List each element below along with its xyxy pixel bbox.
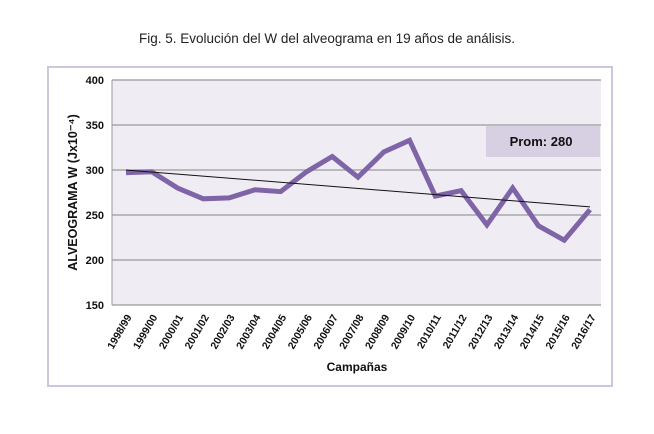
annotation-label: Prom: 280 — [510, 134, 573, 149]
annotation-box — [486, 126, 600, 157]
x-tick-label: 2016/17 — [569, 312, 598, 351]
y-tick-label: 400 — [86, 75, 104, 87]
y-tick-label: 300 — [86, 165, 104, 177]
chart-title: Fig. 5. Evolución del W del alveograma e… — [139, 31, 515, 46]
x-tick-label: 2009/10 — [389, 312, 418, 351]
y-tick-label: 150 — [86, 300, 104, 312]
y-tick-label: 350 — [86, 120, 104, 132]
trend-line — [125, 169, 591, 208]
y-tick-label: 200 — [86, 255, 104, 267]
y-tick-label: 250 — [86, 210, 104, 222]
chart-frame — [47, 66, 613, 387]
x-axis-label: Campañas — [327, 360, 388, 374]
y-axis-label: ALVEOGRAMA W (Jx10⁻⁴) — [66, 114, 80, 271]
